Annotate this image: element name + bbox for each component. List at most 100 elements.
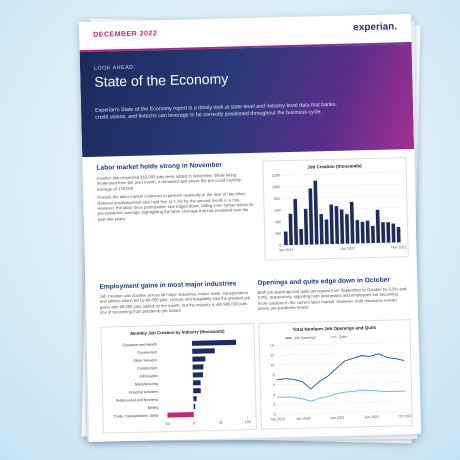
- x-tick-label: Jan 2021: [330, 416, 345, 420]
- category-label: Trade, Transportation, Utility: [114, 414, 159, 419]
- grid-line: [276, 371, 405, 376]
- bar: [339, 209, 345, 244]
- legend-label: Quits: [339, 335, 348, 339]
- paragraph: Job creation was positive across all maj…: [99, 290, 251, 315]
- bar: [381, 222, 386, 243]
- bar: [303, 208, 309, 245]
- x-tick-label: Jan 2021: [279, 248, 294, 252]
- kicker: LOOK AHEAD:: [93, 64, 136, 72]
- bar: [345, 214, 350, 244]
- chart: Total Nonfarm Job Openings and Quits 0 2 4 6…: [270, 325, 413, 422]
- section: Openings and quits edge down in October …: [257, 276, 408, 314]
- bar: [360, 221, 365, 244]
- chart: Job Creation (thousands) 0 200 400 600 800 100…: [272, 163, 407, 252]
- category-label: Government: [137, 350, 157, 354]
- bar: [329, 204, 334, 245]
- category-label: Other Services: [133, 358, 157, 363]
- y-tick-label: 12: [270, 354, 274, 358]
- y-tick-label: 0: [274, 413, 276, 417]
- x-tick-label: 100: [245, 420, 251, 424]
- y-tick-label: 0: [279, 243, 281, 247]
- chart-title: Job Creation (thousands): [307, 163, 362, 169]
- section: Employment gains in most major industrie…: [99, 280, 252, 318]
- bar: [191, 339, 237, 346]
- category-label: Mining: [148, 406, 159, 410]
- bar: [192, 348, 215, 354]
- paragraph: Both job openings and quits decreased fr…: [257, 286, 407, 312]
- line: [277, 389, 406, 402]
- legend-label: Job Openings: [294, 336, 316, 341]
- line: [276, 353, 405, 390]
- chart: Monthly Job Creation by Industry (thousa…: [114, 329, 251, 427]
- chart-frame: Job Creation (thousands) 0 200 400 600 800 100…: [262, 157, 409, 261]
- bar: [355, 220, 360, 244]
- y-tick-label: 6: [273, 383, 275, 387]
- grid-line: [276, 381, 405, 386]
- bar: [349, 201, 355, 244]
- y-tick-label: 10: [270, 363, 274, 367]
- y-tick-label: 2: [273, 403, 275, 407]
- bar: [308, 188, 314, 245]
- bar: [375, 209, 381, 243]
- paragraph: A better-than-expected 263,000 jobs were…: [96, 172, 241, 192]
- hero: LOOK AHEAD: State of the Economy Experia…: [79, 43, 415, 158]
- bar: [391, 223, 396, 243]
- bar: [299, 229, 304, 245]
- bar: [386, 222, 391, 243]
- bar: [365, 220, 370, 244]
- x-tick-label: Jan 2022: [364, 415, 379, 419]
- grid-line: [276, 361, 405, 366]
- category-label: Manufacturing: [135, 382, 158, 387]
- category-label: Education and Health: [122, 342, 156, 347]
- section: Labor market holds strong in November A …: [96, 161, 255, 225]
- bar: [293, 199, 299, 245]
- bar: [288, 213, 293, 246]
- category-label: Information: [140, 374, 158, 378]
- bar: [370, 225, 375, 244]
- bar: [193, 404, 196, 410]
- grid-line: [282, 207, 401, 211]
- category-label: Professional and Business: [116, 398, 159, 403]
- y-tick-label: 600: [275, 208, 281, 212]
- chart-title: Total Nonfarm Job Openings and Quits: [293, 325, 377, 332]
- x-tick-label: Jan 2022: [340, 246, 355, 250]
- paragraph: Overall, the labor market continues to p…: [97, 191, 254, 222]
- y-tick-label: 400: [275, 220, 281, 224]
- category-label: Financial Activities: [129, 390, 159, 395]
- grid-line: [275, 342, 404, 346]
- bar: [192, 372, 204, 378]
- bar: [283, 231, 288, 246]
- y-tick-label: 200: [275, 232, 281, 236]
- bar: [193, 396, 197, 402]
- date: DECEMBER 2022: [93, 30, 158, 39]
- chart-title: Monthly Job Creation by Industry (thousa…: [130, 329, 225, 336]
- y-tick-label: 800: [274, 197, 280, 201]
- logo: experian.: [353, 21, 398, 34]
- bar: [193, 388, 201, 394]
- x-tick-label: Jan 2020: [296, 417, 311, 421]
- x-tick-label: Nov 2022: [391, 245, 406, 249]
- grid-line: [277, 411, 406, 415]
- bar: [313, 180, 319, 245]
- grid-line: [276, 351, 405, 356]
- y-tick-label: 14: [270, 344, 274, 348]
- page: DECEMBER 2022 experian. LOOK AHEAD: Stat…: [78, 14, 422, 442]
- x-tick-label: Jan 2019: [270, 417, 285, 421]
- grid-line: [281, 172, 400, 176]
- y-tick-label: 4: [273, 393, 275, 397]
- grid-line: [282, 195, 401, 199]
- x-tick-label: Oct 2022: [398, 414, 412, 418]
- bar: [324, 219, 329, 245]
- x-tick-label: 0: [193, 421, 195, 425]
- title: State of the Economy: [94, 70, 229, 90]
- y-tick-label: 1200: [272, 173, 280, 177]
- chart-frame: Total Nonfarm Job Openings and Quits 0 2 4 6…: [258, 319, 413, 430]
- x-tick-label: -50: [164, 422, 169, 426]
- bar: [192, 380, 201, 386]
- intro: Experian's State of the Economy report i…: [95, 101, 337, 121]
- chart-frame: Monthly Job Creation by Industry (thousa…: [100, 322, 257, 434]
- y-tick-label: 8: [273, 373, 275, 377]
- bar: [192, 356, 206, 362]
- bar: [319, 214, 324, 245]
